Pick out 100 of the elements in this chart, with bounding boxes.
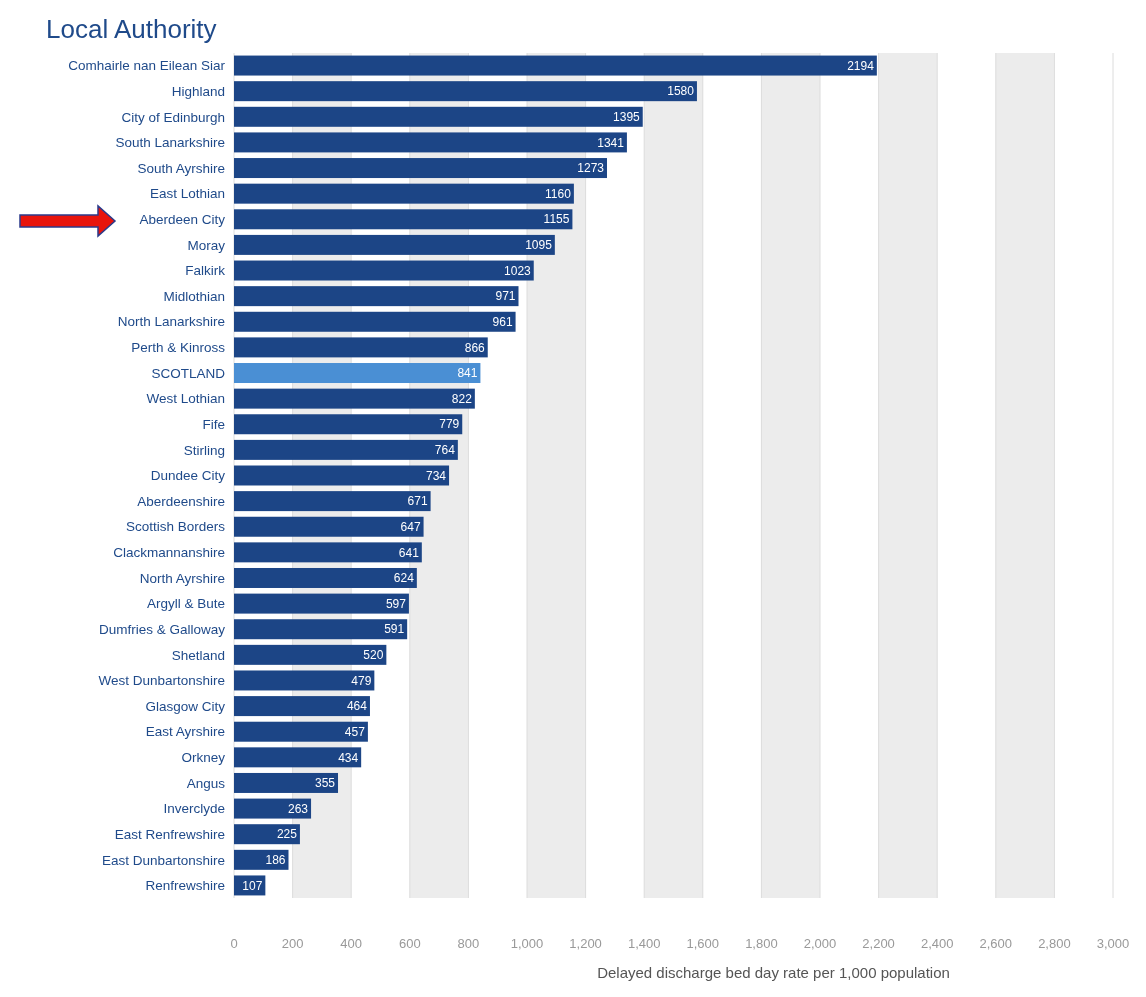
y-tick-label: Falkirk	[185, 263, 226, 279]
data-label: 1395	[613, 110, 641, 124]
bar	[234, 619, 408, 640]
data-label: 1155	[543, 212, 570, 227]
y-tick-label: Aberdeen City	[139, 212, 226, 228]
bar	[234, 234, 555, 255]
x-tick-label: 1,600	[686, 936, 720, 951]
data-label: 479	[351, 673, 372, 688]
bar	[234, 81, 697, 102]
data-label: 866	[464, 340, 486, 355]
data-label: 1341	[597, 135, 625, 150]
y-tick-label: Argyll & Bute	[146, 596, 225, 612]
y-tick-label: Perth & Kinross	[131, 340, 226, 356]
y-tick-label: SCOTLAND	[151, 365, 226, 381]
y-tick-label: Scottish Borders	[125, 519, 226, 535]
bar	[234, 824, 300, 845]
data-label: 186	[265, 853, 286, 868]
y-tick-label: South Ayrshire	[137, 160, 225, 176]
data-label: 822	[451, 391, 473, 406]
data-label: 764	[434, 443, 456, 458]
bar	[234, 772, 339, 793]
x-tick-label: 600	[398, 936, 421, 951]
x-tick-label: 3,000	[1096, 936, 1130, 951]
y-tick-label: Angus	[186, 775, 226, 791]
data-label: 1160	[545, 186, 572, 201]
y-tick-label: Comhairle nan Eilean Siar	[68, 58, 226, 74]
bar	[234, 670, 375, 691]
bar	[234, 286, 519, 307]
x-tick-label: 2,400	[920, 936, 954, 951]
bar	[234, 55, 877, 76]
bar	[234, 388, 475, 409]
y-tick-label: Inverclyde	[163, 801, 225, 817]
y-tick-label: East Lothian	[149, 186, 225, 202]
bar	[234, 798, 312, 819]
data-label: 734	[426, 468, 447, 483]
y-tick-label: East Dunbartonshire	[101, 852, 225, 868]
bar	[234, 363, 481, 384]
bar	[234, 516, 424, 537]
y-tick-label: City of Edinburgh	[121, 109, 225, 125]
data-label: 597	[385, 596, 407, 611]
data-label: 1095	[525, 238, 553, 253]
y-tick-label: North Lanarkshire	[117, 314, 225, 330]
data-label: 647	[400, 519, 421, 534]
x-tick-label: 1,800	[745, 936, 778, 951]
data-label: 2194	[847, 58, 875, 73]
y-tick-label: Renfrewshire	[145, 878, 225, 894]
bar	[234, 183, 574, 204]
data-label: 520	[363, 648, 384, 663]
x-tick-label: 400	[340, 936, 363, 951]
y-tick-label: Fife	[202, 416, 225, 432]
x-axis-title: Delayed discharge bed day rate per 1,000 population	[597, 964, 950, 981]
bar	[234, 414, 463, 435]
bar	[234, 209, 573, 230]
x-tick-label: 1,400	[627, 936, 661, 951]
data-label: 1580	[667, 84, 695, 99]
y-tick-label: Stirling	[183, 442, 225, 458]
y-tick-label: East Renfrewshire	[114, 826, 225, 842]
bar	[234, 132, 627, 153]
bar	[234, 465, 450, 486]
bar	[234, 747, 362, 768]
y-tick-label: Aberdeenshire	[137, 493, 225, 509]
x-tick-label: 2,800	[1038, 936, 1071, 951]
bar	[234, 542, 422, 563]
data-label: 624	[393, 571, 415, 586]
y-tick-label: Orkney	[181, 750, 226, 766]
y-tick-label: Midlothian	[163, 288, 225, 304]
data-label: 1023	[504, 263, 532, 278]
bar	[234, 311, 516, 332]
data-label: 263	[288, 801, 309, 816]
data-label: 1273	[577, 161, 605, 176]
bar	[234, 644, 387, 665]
y-tick-label: West Dunbartonshire	[98, 673, 225, 689]
data-label: 671	[407, 494, 428, 509]
data-label: 225	[276, 827, 298, 842]
data-label: 464	[346, 699, 368, 714]
bar	[234, 567, 417, 588]
y-tick-label: Glasgow City	[145, 698, 226, 714]
y-tick-label: Moray	[187, 237, 226, 253]
y-tick-label: Dumfries & Galloway	[98, 621, 226, 637]
data-label: 107	[242, 878, 263, 893]
x-tick-label: 1,200	[569, 936, 602, 951]
chart-title: Local Authority	[46, 14, 217, 44]
bar	[234, 696, 370, 717]
data-label: 841	[457, 366, 478, 381]
data-label: 779	[439, 417, 460, 432]
bar	[234, 439, 458, 460]
y-tick-label: East Ayrshire	[145, 724, 225, 740]
data-label: 971	[495, 289, 516, 304]
x-tick-label: 200	[281, 936, 304, 951]
bar	[234, 337, 488, 358]
y-tick-label: South Lanarkshire	[115, 135, 225, 151]
y-tick-label: Highland	[171, 83, 225, 99]
bar	[234, 106, 643, 127]
data-label: 641	[398, 545, 420, 560]
x-tick-label: 2,600	[979, 936, 1013, 951]
data-label: 434	[338, 750, 359, 765]
y-tick-label: Shetland	[171, 647, 225, 663]
x-tick-label: 0	[230, 936, 238, 951]
y-tick-label: Dundee City	[150, 468, 226, 484]
data-label: 961	[492, 314, 513, 329]
